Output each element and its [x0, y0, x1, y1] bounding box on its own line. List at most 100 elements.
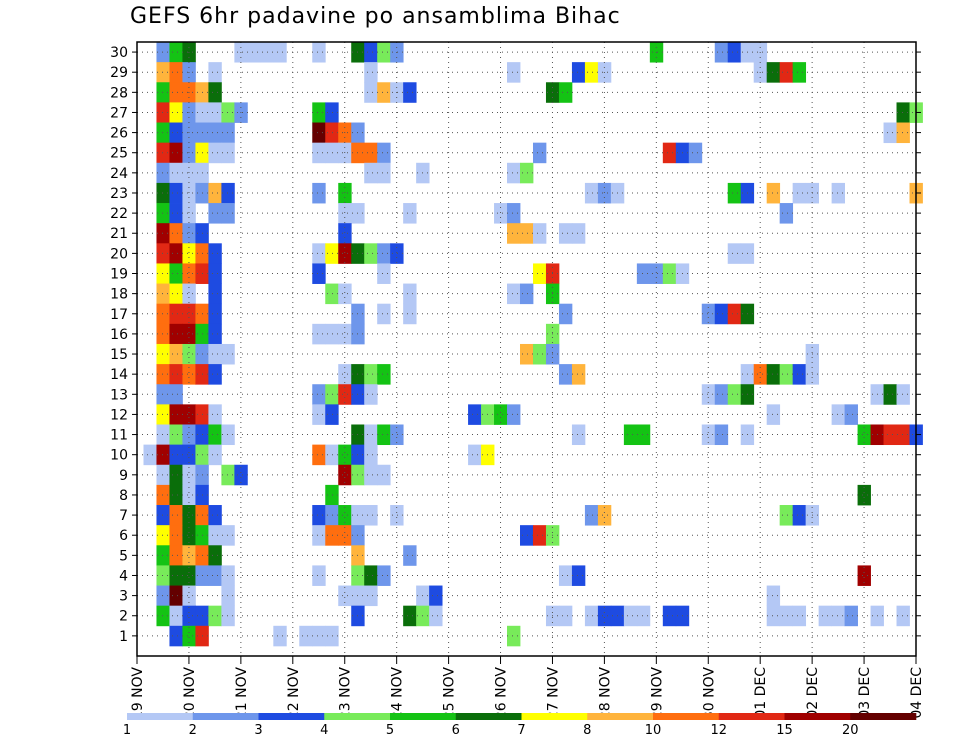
- heatmap-cell: [169, 162, 183, 184]
- heatmap-cell: [169, 605, 183, 627]
- heatmap-cell: [182, 162, 196, 184]
- heatmap-cell: [364, 585, 378, 607]
- heatmap-cell: [520, 525, 534, 546]
- heatmap-cell: [325, 384, 339, 405]
- heatmap-cell: [701, 303, 716, 325]
- y-tick-label: 26: [110, 126, 128, 142]
- heatmap-cell: [156, 323, 170, 345]
- heatmap-cell: [429, 585, 443, 607]
- colorbar-swatch: [324, 713, 391, 720]
- heatmap-cell: [857, 565, 871, 586]
- heatmap-cell: [520, 223, 534, 244]
- heatmap-cell: [182, 464, 196, 486]
- heatmap-cell: [169, 343, 183, 365]
- heatmap-cell: [338, 283, 352, 305]
- x-tick-label: 25 NOV: [442, 667, 458, 721]
- heatmap-cell: [312, 525, 326, 546]
- heatmap-cell: [156, 545, 170, 566]
- y-tick-label: 12: [110, 407, 128, 423]
- heatmap-cell: [753, 364, 768, 385]
- heatmap-cell: [208, 444, 222, 466]
- heatmap-cell: [571, 565, 586, 586]
- heatmap-cell: [156, 283, 170, 305]
- heatmap-cell: [364, 424, 378, 446]
- heatmap-cell: [169, 122, 183, 144]
- heatmap-cell: [571, 223, 586, 244]
- heatmap-cell: [377, 82, 391, 103]
- heatmap-cell: [182, 364, 196, 385]
- heatmap-cell: [532, 223, 547, 244]
- y-tick-label: 11: [110, 428, 128, 444]
- heatmap-cell: [208, 605, 222, 627]
- heatmap-cell: [182, 605, 196, 627]
- x-tick-label: 20 NOV: [182, 667, 198, 721]
- x-tick-label: 21 NOV: [234, 667, 250, 721]
- heatmap-cell: [312, 444, 326, 466]
- heatmap-cell: [169, 404, 183, 425]
- colorbar-label: 2: [189, 723, 197, 738]
- y-tick-label: 13: [110, 387, 128, 403]
- heatmap-cell: [727, 243, 742, 264]
- heatmap-cell: [338, 243, 352, 264]
- heatmap-cell: [325, 102, 339, 123]
- heatmap-cell: [390, 505, 404, 526]
- heatmap-cell: [182, 625, 196, 647]
- heatmap-cell: [844, 605, 858, 627]
- heatmap-cell: [325, 323, 339, 345]
- heatmap-cell: [532, 263, 547, 284]
- heatmap-cell: [325, 142, 339, 164]
- heatmap-cell: [701, 384, 716, 405]
- y-tick-label: 6: [119, 528, 128, 544]
- colorbar-label: 7: [517, 723, 525, 738]
- heatmap-cell: [779, 605, 794, 627]
- heatmap-cell: [208, 203, 222, 224]
- heatmap-cell: [507, 203, 521, 224]
- y-tick-label: 9: [119, 468, 128, 484]
- heatmap-cell: [182, 303, 196, 325]
- colorbar-label: 20: [842, 723, 859, 738]
- heatmap-cell: [377, 263, 391, 284]
- heatmap-cell: [221, 122, 235, 144]
- heatmap-cell: [156, 605, 170, 627]
- x-tick-label: 30 NOV: [701, 667, 717, 721]
- heatmap-cell: [403, 605, 417, 627]
- heatmap-cell: [597, 605, 612, 627]
- heatmap-cell: [429, 605, 443, 627]
- heatmap-cell: [831, 182, 845, 204]
- heatmap-cell: [156, 343, 170, 365]
- heatmap-cell: [727, 384, 742, 405]
- heatmap-cell: [221, 203, 235, 224]
- heatmap-cell: [169, 323, 183, 345]
- x-tick-label: 03 DEC: [857, 667, 873, 719]
- heatmap-cell: [377, 303, 391, 325]
- heatmap-cell: [727, 303, 742, 325]
- heatmap-cell: [779, 203, 794, 224]
- y-tick-label: 28: [110, 85, 128, 101]
- colorbar-label: 10: [645, 723, 662, 738]
- heatmap-cell: [208, 303, 222, 325]
- heatmap-cell: [208, 122, 222, 144]
- heatmap-cell: [182, 182, 196, 204]
- heatmap-cell: [403, 203, 417, 224]
- heatmap-cell: [377, 162, 391, 184]
- heatmap-cell: [364, 82, 378, 103]
- x-tick-label: 01 DEC: [753, 667, 769, 719]
- heatmap-cell: [312, 263, 326, 284]
- heatmap-cell: [169, 62, 183, 83]
- heatmap-cell: [182, 263, 196, 284]
- heatmap-cell: [364, 62, 378, 83]
- heatmap-cell: [494, 404, 508, 425]
- heatmap-cell: [234, 464, 248, 486]
- heatmap-cell: [558, 565, 573, 586]
- heatmap-cell: [221, 464, 235, 486]
- heatmap-cell: [403, 283, 417, 305]
- heatmap-cell: [364, 364, 378, 385]
- heatmap-cell: [779, 364, 794, 385]
- heatmap-cell: [714, 384, 729, 405]
- heatmap-cell: [208, 283, 222, 305]
- heatmap-cell: [208, 505, 222, 526]
- heatmap-cell: [766, 585, 781, 607]
- heatmap-cell: [507, 162, 521, 184]
- heatmap-cell: [377, 464, 391, 486]
- colorbar: 1 2 3 4 5 6 7 8 10 12 15 20: [123, 713, 917, 738]
